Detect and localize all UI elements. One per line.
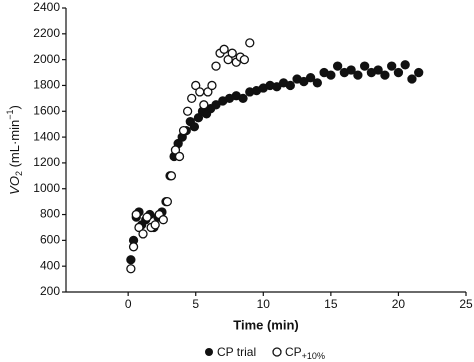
legend-marker	[272, 347, 282, 357]
y-tick-label: 1800	[33, 78, 60, 92]
data-point	[138, 229, 148, 239]
data-point	[166, 171, 177, 181]
data-point	[223, 54, 233, 65]
y-tick-label: 1000	[33, 181, 60, 195]
data-point	[380, 70, 390, 80]
y-axis-title: VO2 (mL·min−1)	[5, 105, 24, 195]
y-title-part: VO	[7, 176, 22, 195]
data-point	[193, 113, 204, 123]
y-tick-label: 400	[40, 258, 60, 272]
data-point	[219, 44, 229, 54]
data-point	[332, 61, 343, 71]
y-tick-label: 800	[40, 207, 60, 221]
legend-label-sub: +10%	[302, 351, 325, 361]
data-point	[211, 61, 221, 71]
legend-label-main: CP	[285, 345, 302, 359]
data-point	[346, 65, 356, 75]
x-tick-label: 20	[392, 297, 406, 311]
data-point	[299, 76, 309, 87]
data-point	[128, 242, 139, 252]
x-tick-label: 5	[192, 297, 199, 311]
y-title-part: 2	[14, 171, 24, 176]
data-point	[326, 70, 336, 80]
data-point	[150, 220, 160, 230]
x-tick-label: 10	[257, 297, 271, 311]
data-point	[170, 145, 181, 155]
data-point	[353, 70, 363, 80]
data-point	[191, 80, 201, 91]
data-point	[126, 264, 136, 274]
data-point	[285, 80, 295, 91]
data-point	[245, 38, 255, 48]
y-tick-label: 1400	[33, 129, 60, 143]
data-point	[312, 78, 323, 88]
x-tick-label: 0	[125, 297, 132, 311]
data-point	[272, 82, 282, 92]
legend-label: CP+10%	[285, 345, 325, 361]
y-title-part: )	[7, 105, 22, 109]
data-point	[207, 80, 217, 91]
data-point	[189, 122, 200, 132]
y-tick-label: 2400	[33, 0, 60, 14]
data-point	[203, 87, 213, 97]
data-point	[187, 93, 197, 104]
data-point	[400, 60, 410, 70]
y-tick-label: 600	[40, 233, 60, 247]
y-tick-label: 1600	[33, 103, 60, 117]
data-point	[182, 106, 193, 116]
data-point	[162, 196, 173, 207]
x-tick-label: 15	[324, 297, 338, 311]
data-point	[414, 67, 424, 78]
x-axis-title: Time (min)	[233, 317, 299, 332]
y-tick-label: 2000	[33, 52, 60, 66]
data-point	[387, 61, 397, 71]
data-point	[238, 93, 248, 104]
data-point	[178, 125, 189, 136]
data-point	[174, 151, 185, 162]
data-point	[142, 212, 152, 222]
data-point	[199, 100, 209, 110]
y-tick-label: 200	[40, 284, 60, 298]
y-tick-label: 1200	[33, 155, 60, 169]
legend-marker	[205, 348, 213, 356]
data-point	[126, 255, 136, 265]
data-point	[393, 67, 404, 78]
data-point	[131, 209, 141, 220]
y-tick-label: 2200	[33, 26, 60, 40]
data-point	[373, 65, 383, 75]
data-point	[407, 74, 417, 84]
data-point	[359, 61, 370, 71]
y-title-part: −1	[5, 109, 15, 119]
data-point	[305, 73, 316, 83]
y-title-part: (mL·min	[7, 120, 22, 171]
data-point	[195, 87, 205, 97]
x-tick-label: 25	[459, 297, 473, 311]
legend-label: CP trial	[217, 345, 256, 359]
data-point	[158, 215, 168, 225]
data-point	[239, 54, 250, 65]
data-point	[211, 100, 221, 110]
data-point	[134, 222, 144, 233]
data-point	[227, 48, 237, 58]
